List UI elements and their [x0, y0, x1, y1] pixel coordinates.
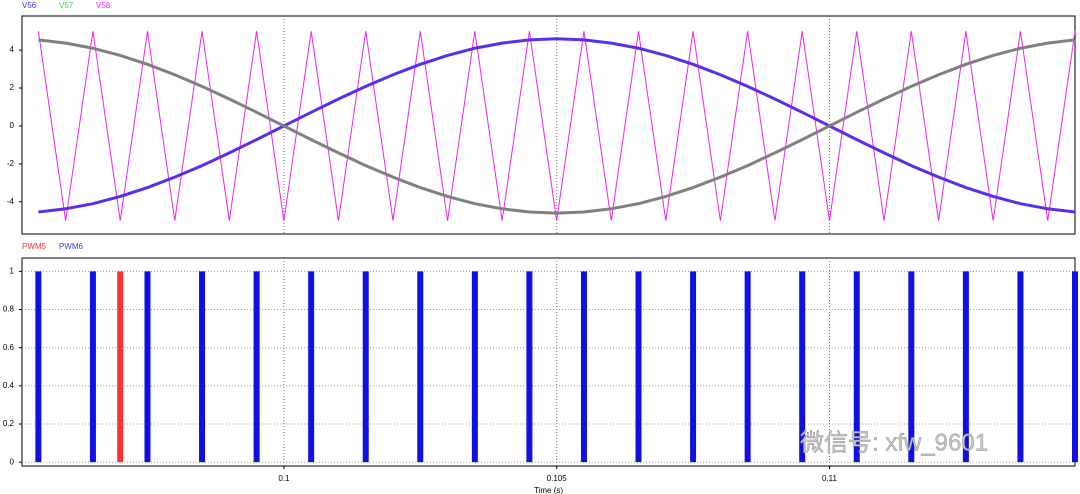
y-tick-label: 0.2 [3, 419, 15, 428]
x-tick-label: 0.1 [278, 474, 290, 483]
series-line [37, 31, 1076, 221]
plot-frame [21, 15, 1076, 235]
y-tick-label: 2 [10, 83, 15, 92]
legend-entry: V57 [59, 1, 74, 10]
series-line [38, 38, 1076, 215]
y-tick-label: 0.6 [3, 343, 15, 352]
series-line [38, 37, 1076, 214]
y-tick-label: 0 [10, 457, 15, 466]
watermark: 微信号: xfw_9601 [800, 429, 988, 456]
x-tick-label: 0.105 [547, 474, 568, 483]
legend-entry: PWM6 [59, 242, 84, 251]
y-tick-label: 0.4 [3, 381, 15, 390]
legend-entry: PWM5 [22, 242, 47, 251]
y-tick-label: -2 [7, 159, 15, 168]
y-tick-label: 4 [10, 45, 15, 54]
legend-entry: V56 [22, 1, 37, 10]
legend-entry: V58 [96, 1, 111, 10]
x-axis-label: Time (s) [534, 486, 563, 494]
y-tick-label: -4 [7, 197, 15, 206]
y-tick-label: 0.8 [3, 305, 15, 314]
y-tick-label: 1 [10, 266, 15, 275]
y-tick-label: 0 [10, 121, 15, 130]
x-tick-label: 0.11 [822, 474, 838, 483]
